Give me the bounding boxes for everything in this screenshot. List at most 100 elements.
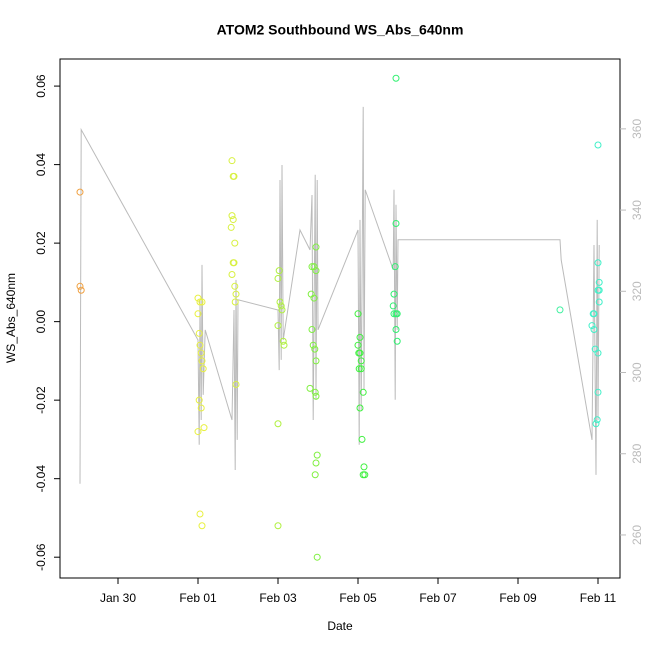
y-tick-label: -0.06 <box>34 543 48 571</box>
chart-title: ATOM2 Southbound WS_Abs_640nm <box>217 22 464 38</box>
y2-tick-label: 260 <box>630 525 644 545</box>
point <box>312 267 320 275</box>
point <box>595 278 603 286</box>
y2-tick-label: 320 <box>630 281 644 301</box>
point <box>590 310 598 318</box>
point <box>200 424 208 432</box>
point <box>595 298 603 306</box>
point <box>588 322 596 330</box>
point <box>228 271 236 279</box>
point <box>390 290 398 298</box>
point <box>356 333 364 341</box>
point <box>594 141 602 149</box>
point <box>359 388 367 396</box>
y-tick-label: 0.04 <box>34 153 48 177</box>
point <box>594 388 602 396</box>
point <box>195 329 203 337</box>
x-tick-label: Feb 11 <box>580 591 617 605</box>
point <box>311 388 319 396</box>
x-tick-label: Feb 03 <box>259 591 297 605</box>
x-tick-label: Jan 30 <box>100 591 136 605</box>
point <box>312 459 320 467</box>
point <box>312 357 320 365</box>
point <box>77 286 85 294</box>
point <box>356 349 364 357</box>
point <box>231 282 239 290</box>
point <box>280 341 288 349</box>
point <box>595 286 603 294</box>
point <box>312 392 320 400</box>
point <box>276 298 284 306</box>
point <box>390 310 398 318</box>
point <box>393 310 401 318</box>
point <box>197 404 205 412</box>
y-tick-label: 0.00 <box>34 310 48 334</box>
point <box>356 404 364 412</box>
point <box>232 290 240 298</box>
point <box>278 306 286 314</box>
x-tick-label: Feb 01 <box>179 591 217 605</box>
point <box>357 357 365 365</box>
point <box>392 219 400 227</box>
plot-frame <box>59 58 621 579</box>
point <box>196 341 204 349</box>
point <box>594 259 602 267</box>
point <box>355 365 363 373</box>
point <box>593 416 601 424</box>
y-tick-label: -0.02 <box>34 386 48 414</box>
point <box>198 357 206 365</box>
y2-tick-label: 340 <box>630 200 644 220</box>
point <box>393 337 401 345</box>
point <box>231 239 239 247</box>
point <box>198 298 206 306</box>
point <box>312 243 320 251</box>
point <box>230 172 238 180</box>
point <box>392 74 400 82</box>
point <box>391 263 399 271</box>
point <box>274 420 282 428</box>
y-tick-label: -0.04 <box>34 465 48 493</box>
x-axis-label: Date <box>327 619 353 633</box>
x-tick-label: Feb 05 <box>339 591 377 605</box>
point <box>308 263 316 271</box>
point <box>358 435 366 443</box>
point <box>360 463 368 471</box>
point <box>228 157 236 165</box>
point <box>232 380 240 388</box>
point <box>389 302 397 310</box>
point <box>274 322 282 330</box>
point <box>227 223 235 231</box>
point <box>306 384 314 392</box>
point <box>594 349 602 357</box>
point <box>196 510 204 518</box>
x-tick-label: Feb 09 <box>499 591 537 605</box>
point <box>311 345 319 353</box>
point <box>230 259 238 267</box>
point <box>194 428 202 436</box>
y2-tick-label: 360 <box>630 119 644 139</box>
point <box>592 420 600 428</box>
point <box>354 341 362 349</box>
line <box>79 106 600 484</box>
point <box>279 337 287 345</box>
point <box>275 267 283 275</box>
point <box>311 471 319 479</box>
y-tick-label: 0.06 <box>34 74 48 98</box>
point <box>229 216 237 224</box>
point <box>274 522 282 530</box>
point <box>231 298 239 306</box>
point <box>198 522 206 530</box>
y-axis-label: WS_Abs_640nm <box>4 273 18 363</box>
point <box>556 306 564 314</box>
point <box>194 310 202 318</box>
point <box>354 310 362 318</box>
point <box>313 451 321 459</box>
point <box>228 212 236 220</box>
y2-tick-label: 280 <box>630 443 644 463</box>
x-tick-label: Feb 07 <box>419 591 457 605</box>
point <box>590 325 598 333</box>
point <box>309 341 317 349</box>
point <box>197 349 205 357</box>
point <box>310 263 318 271</box>
